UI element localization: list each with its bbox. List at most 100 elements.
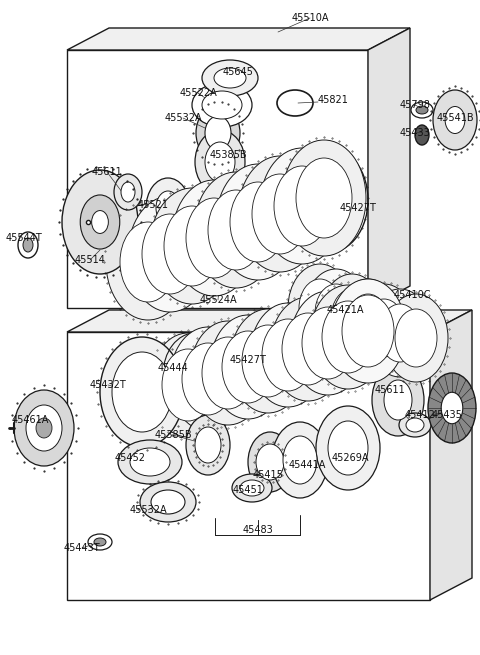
Ellipse shape — [146, 178, 190, 238]
Ellipse shape — [232, 474, 272, 502]
Polygon shape — [67, 28, 410, 50]
Ellipse shape — [428, 373, 476, 443]
Ellipse shape — [274, 166, 330, 246]
Text: 45541B: 45541B — [436, 113, 474, 123]
Ellipse shape — [384, 294, 448, 382]
Text: 45385B: 45385B — [154, 430, 192, 440]
Ellipse shape — [415, 125, 429, 145]
Ellipse shape — [330, 279, 406, 383]
Polygon shape — [430, 310, 472, 600]
Ellipse shape — [322, 301, 374, 373]
Text: 45410C: 45410C — [393, 290, 431, 300]
Ellipse shape — [186, 198, 242, 278]
Ellipse shape — [120, 222, 176, 302]
Ellipse shape — [260, 148, 344, 264]
Ellipse shape — [186, 415, 230, 475]
Ellipse shape — [283, 436, 317, 484]
Ellipse shape — [118, 440, 182, 484]
Ellipse shape — [140, 482, 196, 522]
Ellipse shape — [256, 444, 284, 480]
Ellipse shape — [252, 174, 308, 254]
Ellipse shape — [88, 534, 112, 550]
Text: 45611: 45611 — [374, 385, 406, 395]
Ellipse shape — [151, 490, 185, 514]
Ellipse shape — [14, 390, 74, 466]
Text: 45522A: 45522A — [179, 88, 217, 98]
Text: 45524A: 45524A — [199, 295, 237, 305]
Ellipse shape — [23, 238, 33, 252]
Text: 45443T: 45443T — [64, 543, 100, 553]
Polygon shape — [67, 332, 430, 600]
Ellipse shape — [80, 195, 120, 249]
Ellipse shape — [316, 406, 380, 490]
Ellipse shape — [250, 303, 326, 407]
Ellipse shape — [170, 327, 246, 431]
Text: 45385B: 45385B — [209, 150, 247, 160]
Ellipse shape — [205, 142, 235, 182]
Text: 45645: 45645 — [223, 67, 253, 77]
Ellipse shape — [18, 232, 38, 258]
Ellipse shape — [195, 427, 221, 463]
Ellipse shape — [302, 307, 354, 379]
Text: 45451: 45451 — [233, 485, 264, 495]
Text: 45483: 45483 — [242, 525, 274, 535]
Ellipse shape — [106, 204, 190, 320]
Text: 45798: 45798 — [399, 100, 431, 110]
Ellipse shape — [36, 418, 52, 438]
Ellipse shape — [416, 106, 428, 114]
Ellipse shape — [272, 422, 328, 498]
Ellipse shape — [270, 297, 346, 401]
Ellipse shape — [202, 91, 242, 119]
Ellipse shape — [142, 214, 198, 294]
Text: 45432T: 45432T — [90, 380, 126, 390]
Text: 45427T: 45427T — [229, 355, 266, 365]
Ellipse shape — [26, 405, 62, 451]
Ellipse shape — [214, 68, 246, 88]
Ellipse shape — [310, 285, 386, 389]
Ellipse shape — [238, 156, 322, 272]
Ellipse shape — [202, 60, 258, 96]
Polygon shape — [67, 310, 472, 332]
Ellipse shape — [320, 274, 384, 362]
Ellipse shape — [299, 279, 341, 337]
Ellipse shape — [94, 538, 106, 546]
Text: 45435: 45435 — [432, 410, 463, 420]
Text: 45427T: 45427T — [339, 203, 376, 213]
Text: 45415: 45415 — [252, 470, 283, 480]
Ellipse shape — [121, 182, 135, 202]
Ellipse shape — [208, 190, 264, 270]
Ellipse shape — [248, 432, 292, 492]
Ellipse shape — [262, 319, 314, 391]
Ellipse shape — [202, 337, 254, 409]
Text: 45544T: 45544T — [6, 233, 42, 243]
Ellipse shape — [342, 295, 394, 367]
Text: 45521: 45521 — [137, 200, 168, 210]
Text: 45532A: 45532A — [164, 113, 202, 123]
Ellipse shape — [242, 325, 294, 397]
Ellipse shape — [336, 279, 400, 367]
Ellipse shape — [379, 304, 421, 362]
Ellipse shape — [288, 264, 352, 352]
Polygon shape — [67, 50, 368, 308]
Text: 45532A: 45532A — [129, 505, 167, 515]
Ellipse shape — [112, 352, 172, 432]
Ellipse shape — [128, 196, 212, 312]
Ellipse shape — [114, 174, 142, 210]
Text: 45421A: 45421A — [326, 305, 364, 315]
Ellipse shape — [164, 206, 220, 286]
Text: 45412: 45412 — [405, 410, 436, 420]
Ellipse shape — [441, 392, 463, 424]
Ellipse shape — [195, 130, 245, 194]
Ellipse shape — [372, 364, 424, 436]
Ellipse shape — [240, 480, 264, 496]
Ellipse shape — [216, 164, 300, 280]
Ellipse shape — [190, 321, 266, 425]
Ellipse shape — [347, 294, 389, 352]
Ellipse shape — [328, 421, 368, 475]
Ellipse shape — [290, 291, 366, 395]
Ellipse shape — [411, 102, 433, 118]
Text: 45444: 45444 — [157, 363, 188, 373]
Text: 45510A: 45510A — [291, 13, 329, 23]
Polygon shape — [368, 28, 410, 308]
Ellipse shape — [368, 289, 432, 377]
